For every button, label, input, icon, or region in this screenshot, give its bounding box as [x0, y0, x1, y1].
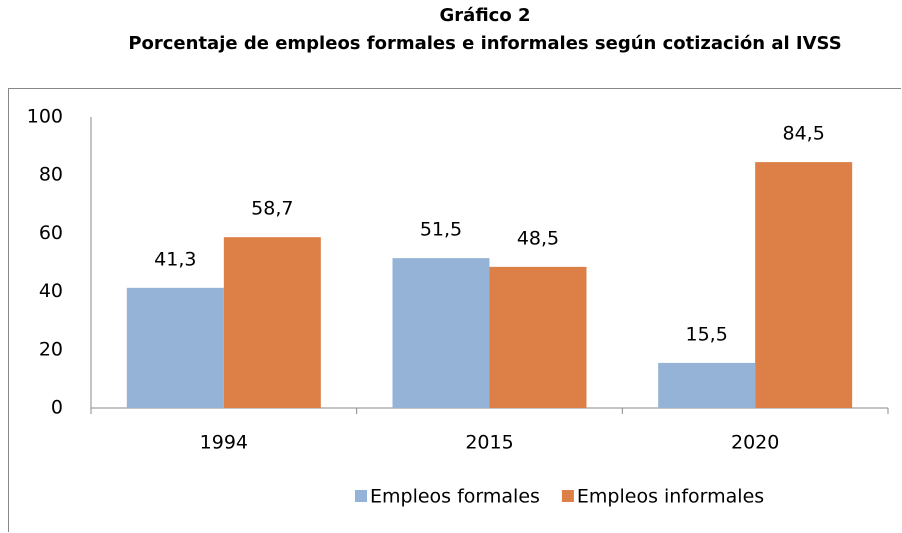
bar [392, 258, 490, 408]
bar [223, 237, 321, 408]
data-label: 58,7 [251, 198, 293, 220]
data-label: 41,3 [154, 248, 196, 270]
data-label: 84,5 [783, 123, 825, 145]
y-tick-label: 0 [51, 397, 63, 419]
x-tick-label: 2020 [731, 432, 779, 454]
y-tick-label: 60 [39, 222, 63, 244]
legend-swatch [355, 490, 367, 502]
bar [658, 362, 756, 408]
x-tick-label: 2015 [465, 432, 513, 454]
bar [126, 287, 224, 408]
legend-label: Empleos informales [577, 486, 764, 508]
chart-border [8, 88, 901, 532]
y-tick-label: 80 [39, 164, 63, 186]
x-tick-label: 1994 [200, 432, 248, 454]
chart-title: Gráfico 2 [440, 5, 531, 26]
legend-swatch [561, 490, 574, 502]
legend-label: Empleos formales [370, 486, 540, 508]
data-label: 48,5 [517, 227, 559, 249]
data-label: 15,5 [686, 323, 728, 345]
y-tick-label: 20 [39, 338, 63, 360]
y-tick-label: 40 [39, 280, 63, 302]
data-label: 51,5 [420, 219, 462, 241]
chart-subtitle: Porcentaje de empleos formales e informa… [128, 33, 841, 54]
bar [489, 266, 587, 408]
y-tick-label: 100 [27, 106, 63, 128]
bar [755, 162, 853, 408]
